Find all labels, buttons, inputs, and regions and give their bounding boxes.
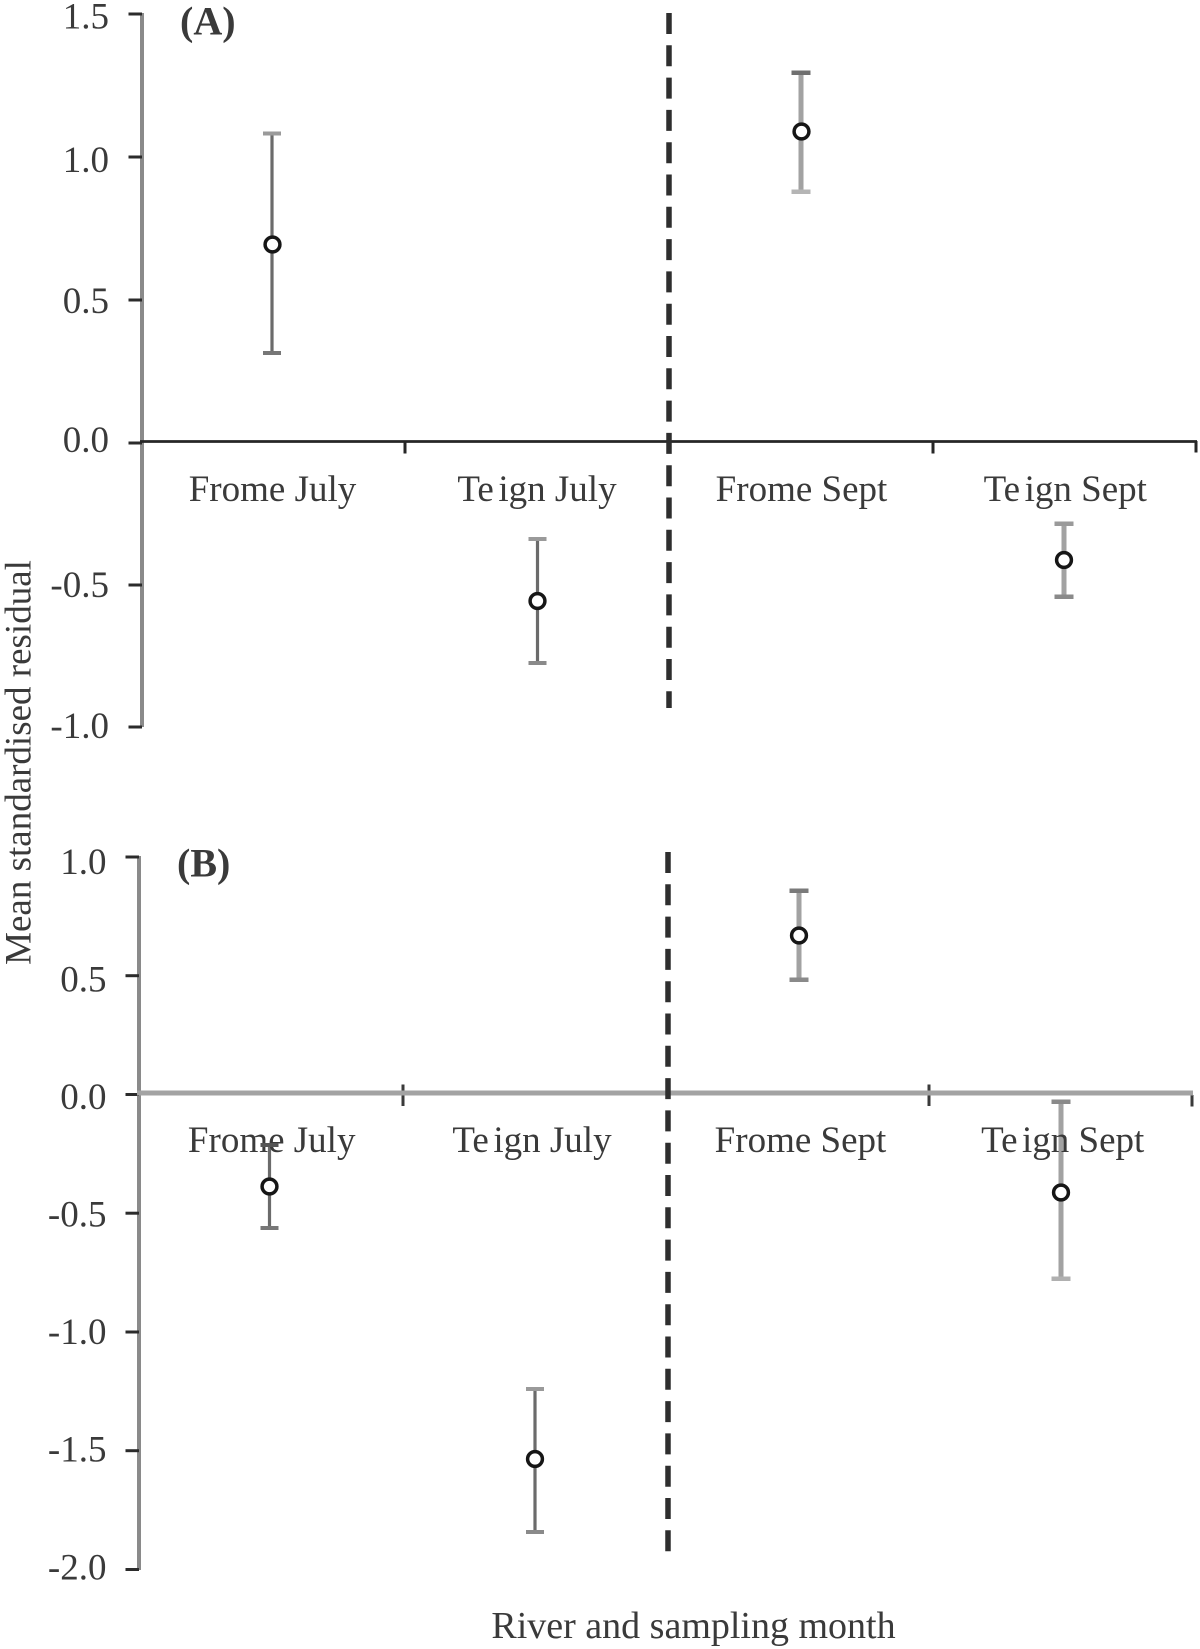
svg-text:Mean standardised residual: Mean standardised residual: [0, 560, 40, 965]
svg-text:-2.0: -2.0: [48, 1548, 107, 1589]
svg-text:0.5: 0.5: [60, 960, 106, 1001]
svg-text:0.0: 0.0: [63, 420, 109, 461]
svg-text:Frome July: Frome July: [189, 469, 357, 510]
svg-text:Frome July: Frome July: [188, 1120, 356, 1161]
svg-text:-1.0: -1.0: [48, 1312, 107, 1353]
svg-text:1.0: 1.0: [60, 842, 106, 883]
svg-text:1.5: 1.5: [63, 0, 109, 38]
svg-text:0.0: 0.0: [60, 1077, 106, 1118]
svg-text:(B): (B): [177, 841, 230, 886]
svg-text:-1.5: -1.5: [48, 1430, 107, 1471]
svg-text:Frome Sept: Frome Sept: [715, 1120, 887, 1161]
svg-text:Frome Sept: Frome Sept: [716, 469, 888, 510]
svg-text:River and sampling month: River and sampling month: [491, 1605, 895, 1647]
svg-text:-0.5: -0.5: [50, 565, 109, 606]
svg-text:1.0: 1.0: [63, 140, 109, 181]
svg-text:0.5: 0.5: [63, 281, 109, 322]
svg-text:(A): (A): [180, 0, 236, 44]
svg-text:-1.0: -1.0: [50, 706, 109, 747]
svg-text:-0.5: -0.5: [48, 1195, 107, 1236]
